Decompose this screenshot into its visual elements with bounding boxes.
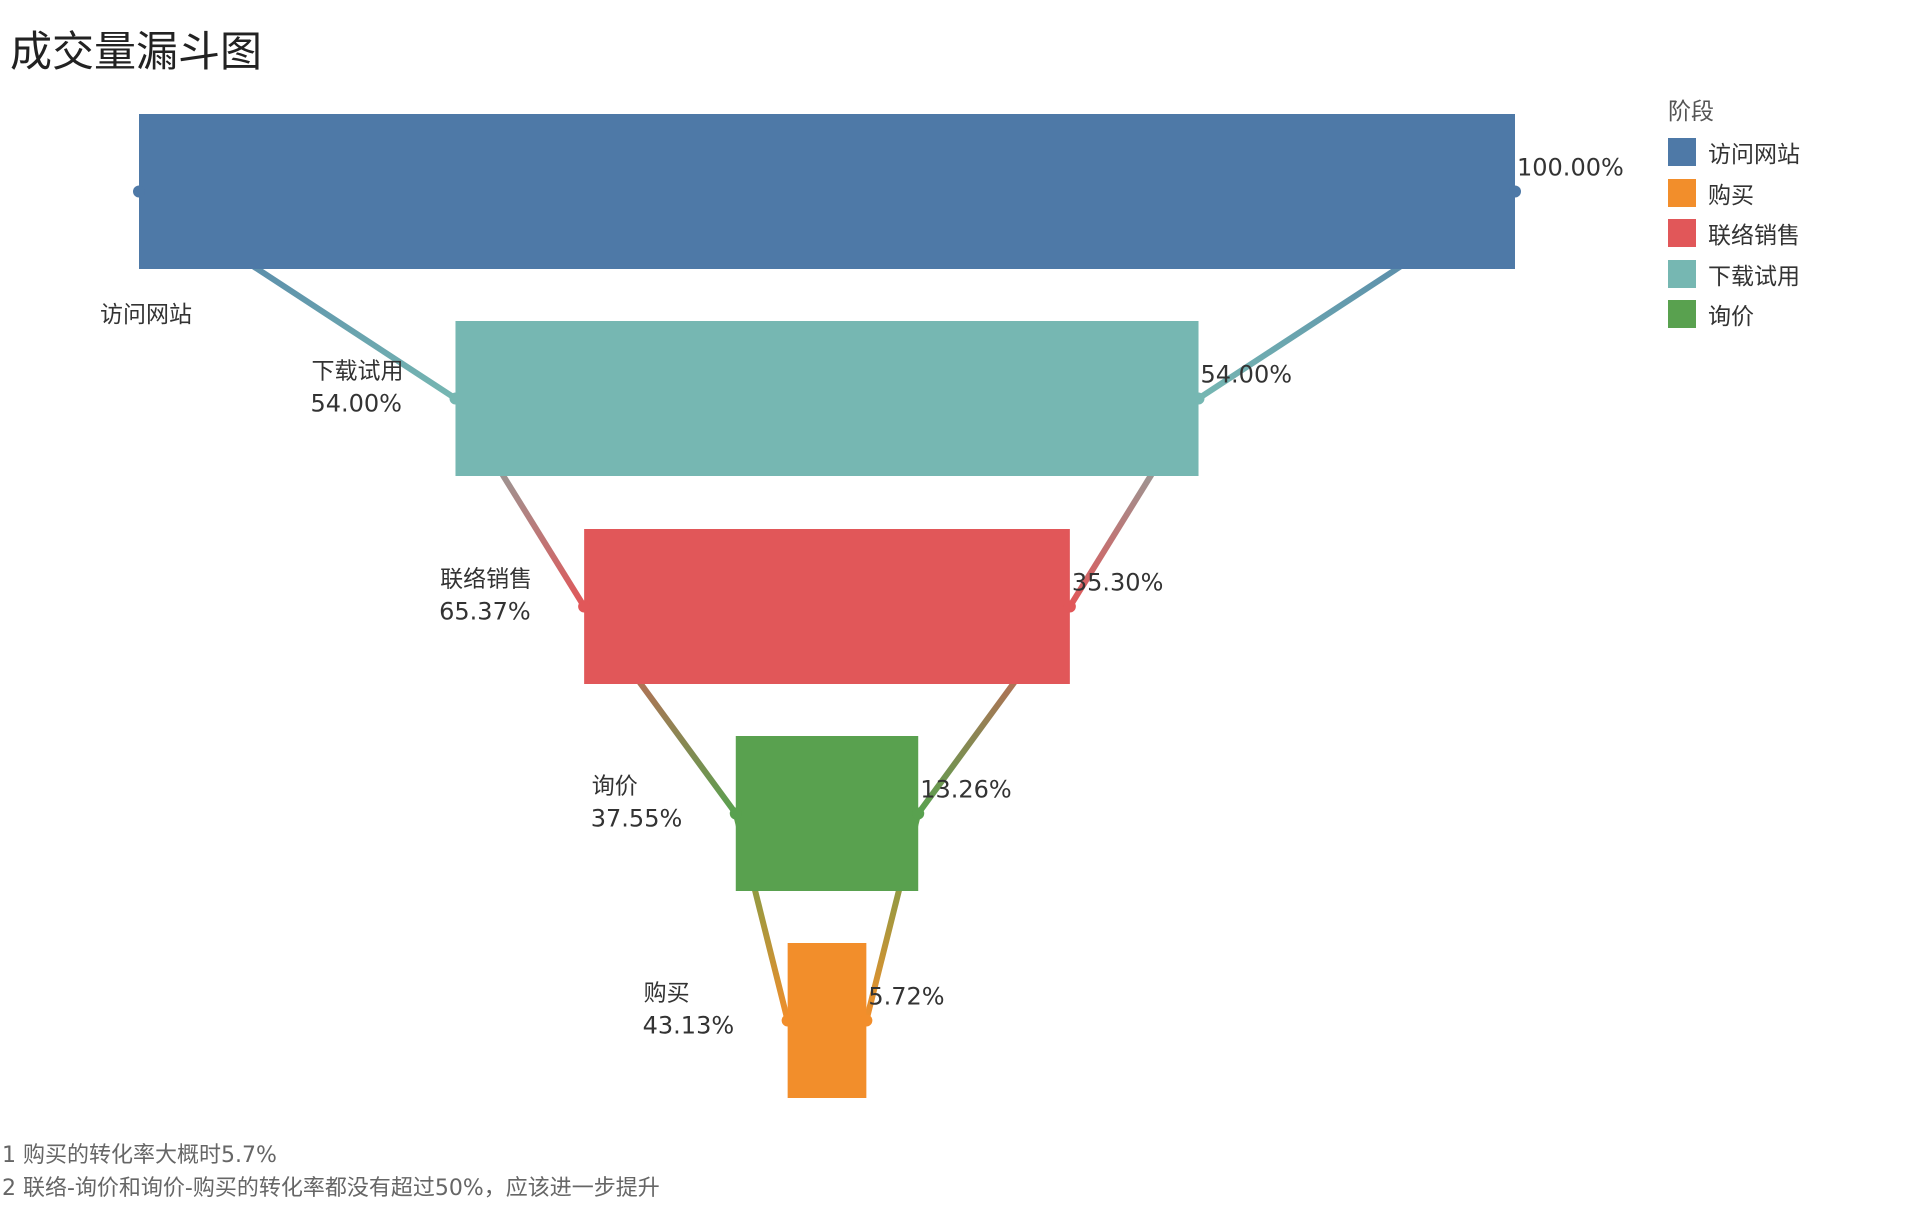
funnel-point [860,1014,873,1027]
stage-name-label: 询价 [592,774,638,800]
step-pct-label: 65.37% [439,598,531,626]
funnel-point [1509,185,1521,198]
funnel-point [912,807,925,820]
stage-name-label: 访问网站 [100,302,192,328]
stage-name-label: 购买 [644,981,690,1007]
legend-item[interactable]: 联络销售 [1668,213,1800,254]
funnel-bar[interactable] [735,736,919,891]
legend-swatch [1668,300,1696,329]
stage-name-label: 下载试用 [311,359,403,385]
legend: 阶段 访问网站购买联络销售下载试用询价 [1668,92,1800,335]
funnel-point [781,1014,794,1027]
legend-item[interactable]: 询价 [1668,294,1800,335]
funnel-point [729,807,742,820]
total-pct-label: 13.26% [920,776,1012,804]
stage-name-label: 联络销售 [440,567,532,593]
funnel-point [449,392,462,405]
step-pct-label: 37.55% [591,805,683,833]
note-line: 2 联络-询价和询价-购买的转化率都没有超过50%，应该进一步提升 [2,1176,660,1201]
legend-label: 询价 [1708,304,1754,331]
legend-swatch [1668,138,1696,167]
total-pct-label: 35.30% [1072,569,1164,597]
notes: 1 购买的转化率大概时5.7% 2 联络-询价和询价-购买的转化率都没有超过50… [2,1139,660,1205]
funnel-point [1192,392,1205,405]
funnel-bar[interactable] [787,943,867,1098]
legend-swatch [1668,178,1696,207]
total-pct-label: 54.00% [1201,361,1293,389]
legend-swatch [1668,219,1696,248]
legend-item[interactable]: 访问网站 [1668,132,1800,173]
legend-title: 阶段 [1668,99,1714,125]
legend-label: 访问网站 [1708,142,1800,169]
step-pct-label: 54.00% [310,390,402,418]
note-line: 1 购买的转化率大概时5.7% [2,1143,277,1168]
total-pct-label: 5.72% [868,983,944,1011]
funnel-point [1063,600,1076,613]
legend-item[interactable]: 下载试用 [1668,254,1800,295]
total-pct-label: 100.00% [1517,154,1624,182]
funnel-point [578,600,591,613]
funnel-point [133,185,145,198]
chart-title: 成交量漏斗图 [10,27,263,76]
legend-label: 下载试用 [1708,263,1800,290]
legend-item[interactable]: 购买 [1668,173,1800,214]
funnel-bar[interactable] [584,529,1070,684]
funnel-bar[interactable] [139,114,1515,269]
funnel-bar[interactable] [455,321,1199,476]
legend-label: 联络销售 [1708,223,1800,250]
step-pct-label: 43.13% [643,1012,735,1040]
legend-swatch [1668,259,1696,288]
legend-label: 购买 [1708,182,1754,209]
